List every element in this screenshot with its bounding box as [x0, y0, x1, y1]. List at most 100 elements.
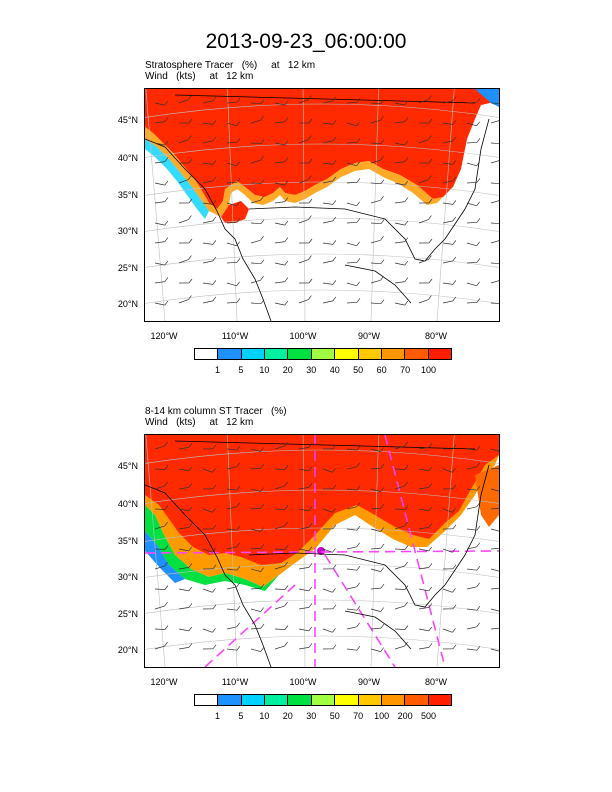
wind-barb [370, 142, 382, 145]
wind-barb-flag [284, 180, 289, 186]
wind-barb [226, 122, 237, 127]
wind-barb [370, 102, 382, 105]
wind-barb-flag [452, 604, 457, 610]
wind-barb [250, 488, 261, 492]
wind-barb [322, 162, 333, 165]
wind-barb [466, 141, 478, 144]
wind-barb [346, 586, 357, 590]
wind-barb-flag [260, 607, 264, 612]
wind-barb-flag [188, 506, 193, 512]
wind-barb-flag [236, 462, 240, 468]
wind-barb [178, 647, 189, 650]
wind-barb-flag [356, 121, 360, 127]
wind-barb [346, 141, 358, 144]
wind-barb [154, 182, 165, 186]
wind-barb [394, 142, 405, 146]
wind-barb-flag [428, 295, 432, 300]
wind-barb [226, 528, 237, 531]
wind-barb-flag [164, 505, 169, 510]
wind-barb-flag [476, 502, 480, 508]
wind-barb [442, 300, 453, 304]
wind-barb [298, 99, 309, 104]
colorbar-label: 1 [214, 711, 220, 721]
wind-barb-flag [404, 277, 409, 282]
wind-barb-flag [428, 586, 433, 592]
wind-barb [202, 100, 213, 104]
wind-barb [250, 279, 261, 284]
wind-barb-flag [284, 220, 289, 226]
wind-barb [466, 506, 477, 510]
wind-barb-flag [236, 161, 240, 167]
wind-barb-flag [380, 219, 385, 224]
wind-barb-flag [332, 176, 337, 182]
colorbar-label: 5 [238, 365, 244, 375]
wind-barb [322, 100, 333, 104]
wind-barb-flag [164, 140, 169, 146]
wind-barb [226, 586, 237, 590]
wind-barb-flag [380, 503, 385, 509]
wind-barb [490, 448, 499, 452]
wind-barb-flag [332, 240, 337, 245]
wind-barb-flag [476, 178, 481, 183]
wind-barb [466, 162, 477, 167]
wind-barb [226, 101, 238, 104]
wind-barb-flag [404, 505, 409, 510]
wind-barb-flag [164, 157, 169, 162]
wind-barb [298, 628, 309, 632]
wind-barb-flag [452, 588, 456, 593]
wind-barb-flag [188, 563, 193, 568]
wind-barb-flag [212, 120, 217, 125]
wind-barb-flag [260, 447, 264, 452]
wind-barb [202, 140, 213, 144]
wind-barb-flag [356, 462, 360, 468]
wind-barb-flag [380, 299, 385, 304]
wind-barb-flag [308, 483, 313, 488]
wind-barb [370, 528, 381, 532]
wind-barb [322, 180, 333, 184]
wind-barb [274, 201, 285, 204]
wind-barb-flag [236, 542, 240, 548]
wind-barb-flag [356, 622, 360, 628]
wind-barb-flag [428, 158, 433, 164]
wind-barb [154, 201, 165, 204]
wind-barb [250, 528, 261, 532]
wind-barb [490, 627, 499, 630]
wind-barb [154, 468, 166, 470]
wind-barb-flag [260, 259, 265, 264]
colorbar-label: 20 [282, 711, 293, 721]
colorbar-label: 70 [353, 711, 364, 721]
wind-barb-flag [188, 626, 193, 632]
wind-barb-flag [164, 100, 169, 106]
colorbar-swatch [405, 349, 429, 359]
wind-barb [370, 182, 382, 185]
wind-barb [298, 179, 309, 184]
colorbar-swatch [195, 695, 219, 705]
wind-barb-flag [356, 502, 360, 508]
panel2-wind-line: Wind (kts) at 12 km [145, 417, 254, 428]
colorbar-label: 500 [421, 711, 437, 721]
wind-barb-flag [260, 235, 264, 241]
wind-barb-flag [404, 561, 408, 567]
wind-barb-flag [212, 96, 217, 102]
wind-barb-flag [308, 175, 312, 180]
wind-barb [226, 202, 237, 207]
wind-barb [226, 546, 237, 550]
wind-barb [250, 102, 262, 105]
wind-barb [178, 219, 189, 224]
wind-barb [298, 468, 309, 472]
wind-barb-flag [356, 605, 361, 611]
panel1-lon-label: 90°W [357, 331, 381, 341]
wind-barb [154, 485, 165, 490]
wind-barb-flag [380, 275, 384, 281]
wind-barb [322, 628, 333, 633]
wind-barb [178, 447, 189, 450]
wind-barb-flag [260, 503, 265, 509]
wind-barb [154, 281, 165, 284]
wind-barb-flag [212, 644, 217, 650]
wind-barb-flag [356, 161, 360, 167]
wind-barb [274, 121, 285, 124]
wind-barb [370, 448, 381, 452]
wind-barb [274, 485, 285, 490]
wind-barb [154, 645, 165, 650]
wind-barb [442, 220, 453, 224]
